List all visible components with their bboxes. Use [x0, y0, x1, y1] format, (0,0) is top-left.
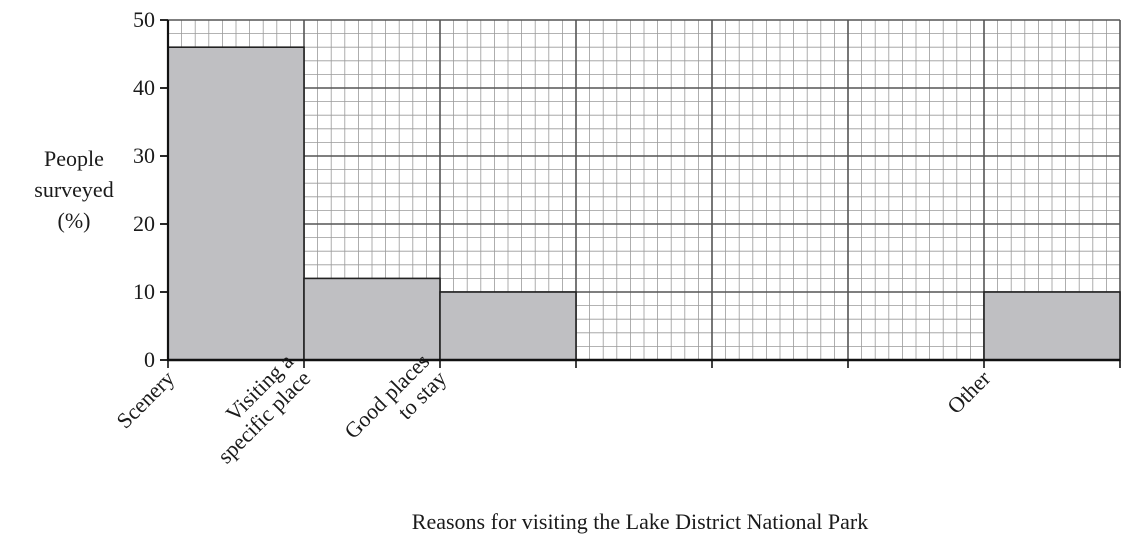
category-labels: Scenery Visiting aspecific place Good plac…	[111, 348, 995, 468]
category-label-text: Scenery	[111, 366, 179, 434]
y-tick-label: 20	[133, 211, 155, 236]
category-label: Visiting aspecific place	[195, 348, 315, 468]
y-tick-label: 0	[144, 347, 155, 372]
y-tick-labels: 0 10 20 30 40 50	[133, 7, 155, 372]
y-axis-title: People surveyed (%)	[34, 146, 113, 233]
y-tick-label: 40	[133, 75, 155, 100]
bars	[167, 46, 1121, 361]
y-axis-title-line: surveyed	[34, 177, 113, 202]
category-label: Good placesto stay	[339, 349, 451, 461]
category-label-text: Good placesto stay	[339, 349, 451, 461]
category-label: Other	[942, 365, 996, 419]
bar	[439, 291, 577, 361]
category-label-line: Other	[942, 365, 996, 419]
y-tick-label: 10	[133, 279, 155, 304]
y-tick-label: 50	[133, 7, 155, 32]
x-axis-title: Reasons for visiting the Lake District N…	[412, 509, 868, 534]
category-label: Scenery	[111, 366, 179, 434]
bar	[303, 277, 441, 361]
y-axis-title-line: People	[44, 146, 104, 171]
category-label-text: Other	[942, 365, 996, 419]
category-label-text: Visiting aspecific place	[195, 348, 315, 468]
category-label-line: Scenery	[111, 366, 179, 434]
bar	[983, 291, 1121, 361]
bar	[167, 46, 305, 361]
y-axis-title-line: (%)	[58, 208, 91, 233]
axes	[160, 19, 1121, 368]
y-tick-label: 30	[133, 143, 155, 168]
